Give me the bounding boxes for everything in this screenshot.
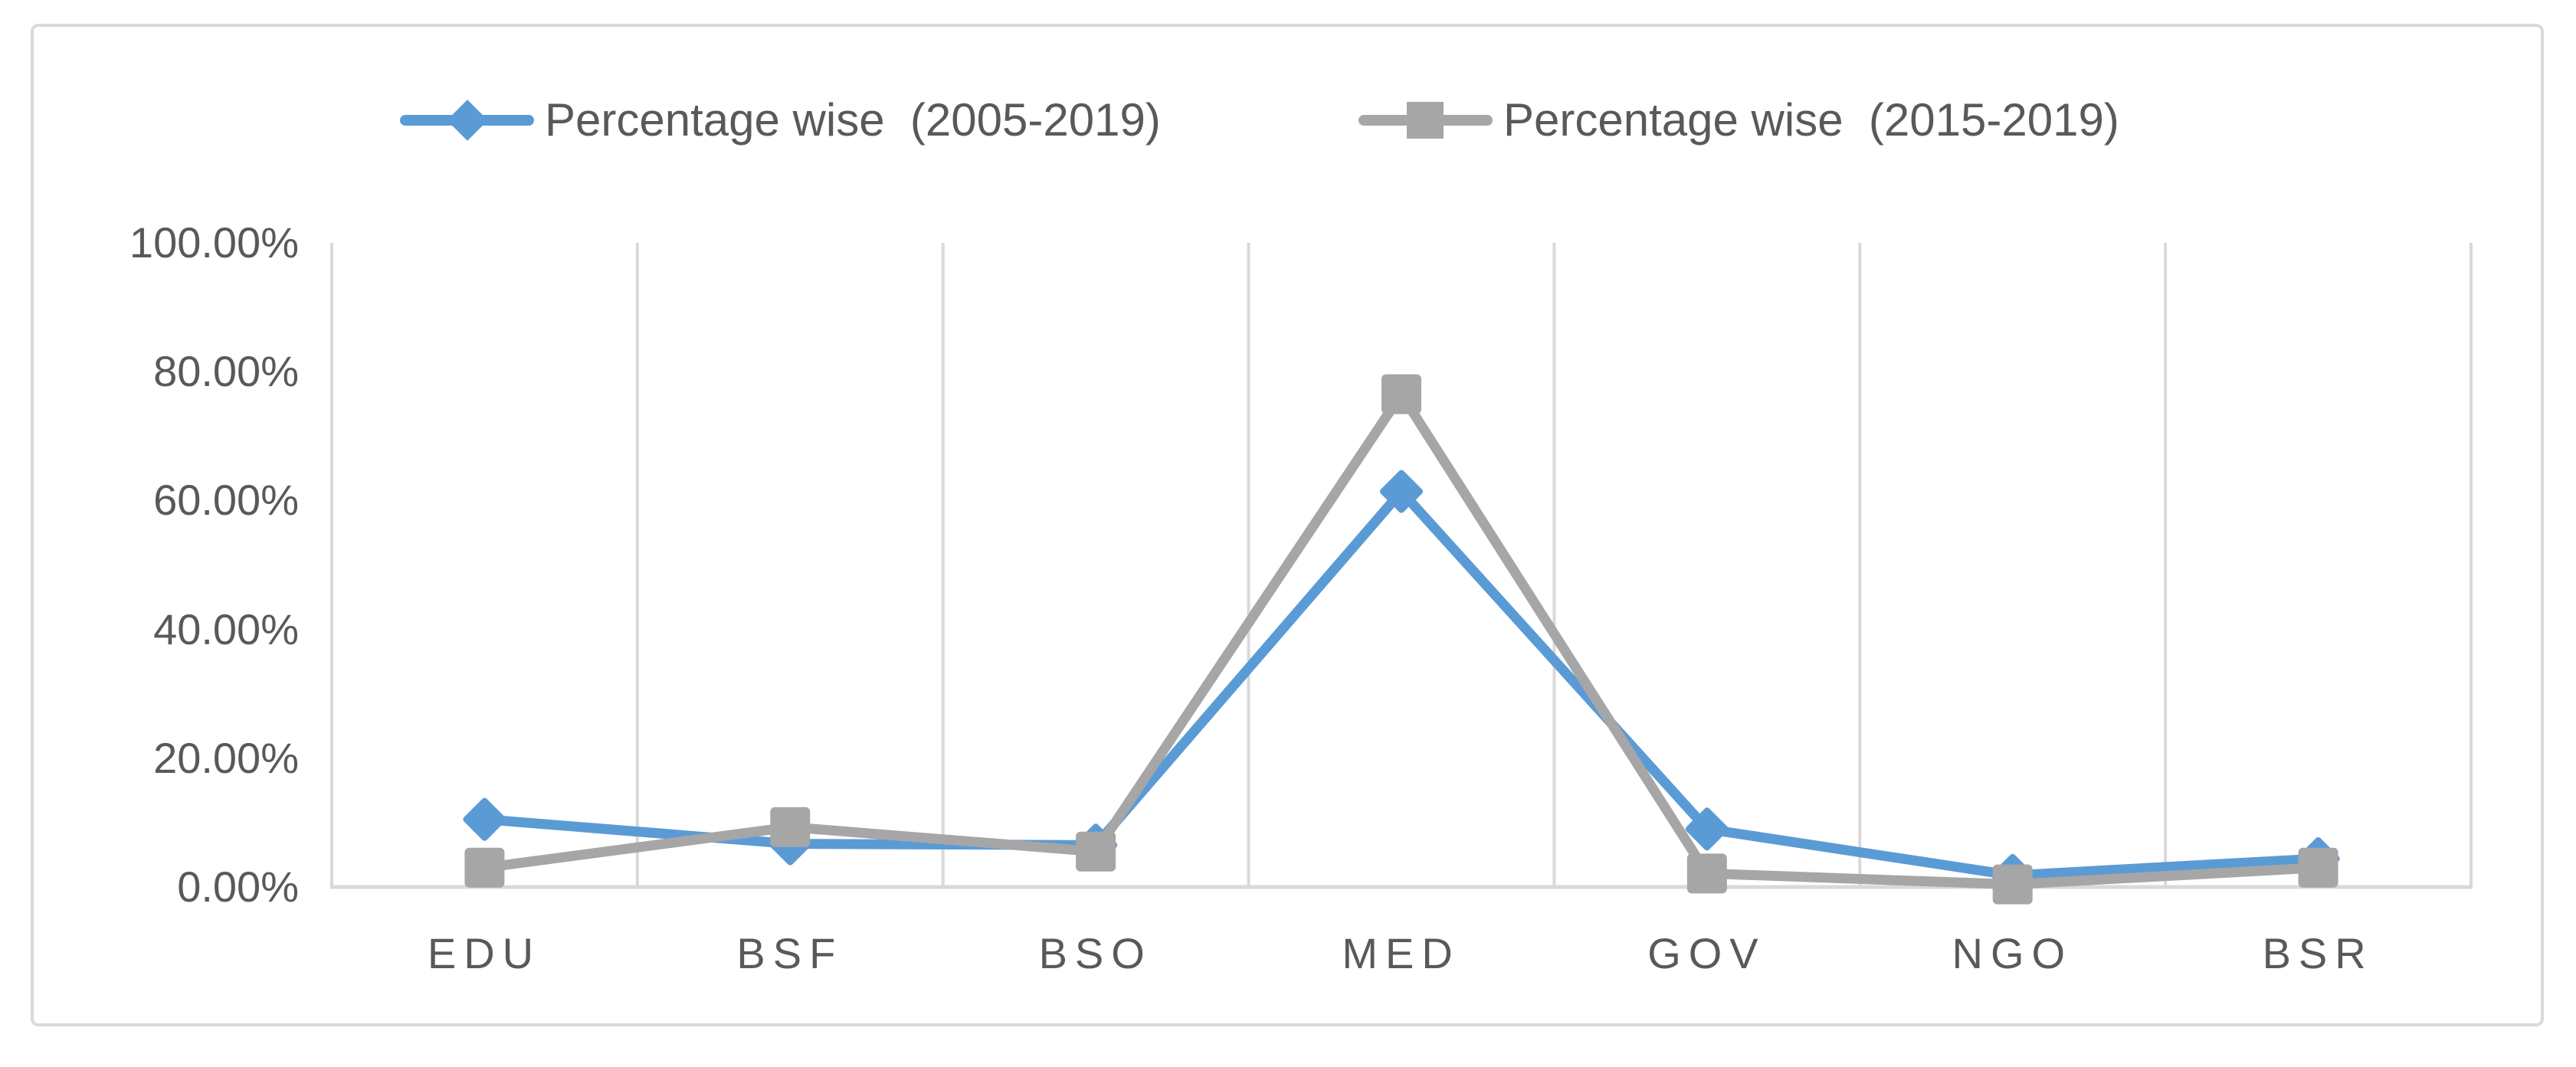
x-axis-category-label: MED xyxy=(1342,929,1460,977)
y-axis-tick-label: 20.00% xyxy=(153,733,299,782)
x-axis-category-label: BSR xyxy=(2262,929,2374,977)
data-point-diamond xyxy=(463,797,506,841)
data-point-diamond xyxy=(1379,470,1424,513)
data-point-square xyxy=(1076,831,1116,872)
legend-diamond-line-icon xyxy=(400,90,534,151)
y-axis-tick-label: 0.00% xyxy=(177,862,299,911)
x-axis-category-label: NGO xyxy=(1952,929,2073,977)
legend-square-swatch xyxy=(1407,102,1444,139)
data-point-square xyxy=(464,847,505,888)
y-axis-tick-label: 40.00% xyxy=(153,604,299,653)
legend-label-2005-2019: Percentage wise (2005-2019) xyxy=(545,94,1161,146)
y-axis-tick-label: 100.00% xyxy=(129,218,299,267)
series-line-1 xyxy=(479,389,2324,890)
legend-item-2015-2019[interactable]: Percentage wise (2015-2019) xyxy=(1358,90,2119,151)
series-line-0 xyxy=(479,486,2324,881)
data-point-square xyxy=(1992,864,2033,905)
chart-figure-frame xyxy=(31,24,2544,1026)
x-axis-category-label: BSF xyxy=(736,929,844,977)
data-point-diamond xyxy=(1685,807,1729,851)
legend-diamond-swatch xyxy=(447,100,488,141)
data-point-square xyxy=(1381,374,1421,414)
legend-label-2015-2019: Percentage wise (2015-2019) xyxy=(1503,94,2119,146)
y-axis-tick-label: 60.00% xyxy=(153,476,299,525)
data-point-square xyxy=(2298,847,2338,888)
x-axis-category-label: GOV xyxy=(1647,929,1766,977)
legend-square-line-icon xyxy=(1358,90,1493,151)
x-axis-category-label: EDU xyxy=(427,929,542,977)
data-point-square xyxy=(1686,853,1727,894)
x-axis-category-label: BSO xyxy=(1038,929,1152,977)
data-point-square xyxy=(770,807,811,847)
y-axis-tick-label: 80.00% xyxy=(153,347,299,396)
legend-item-2005-2019[interactable]: Percentage wise (2005-2019) xyxy=(400,90,1161,151)
